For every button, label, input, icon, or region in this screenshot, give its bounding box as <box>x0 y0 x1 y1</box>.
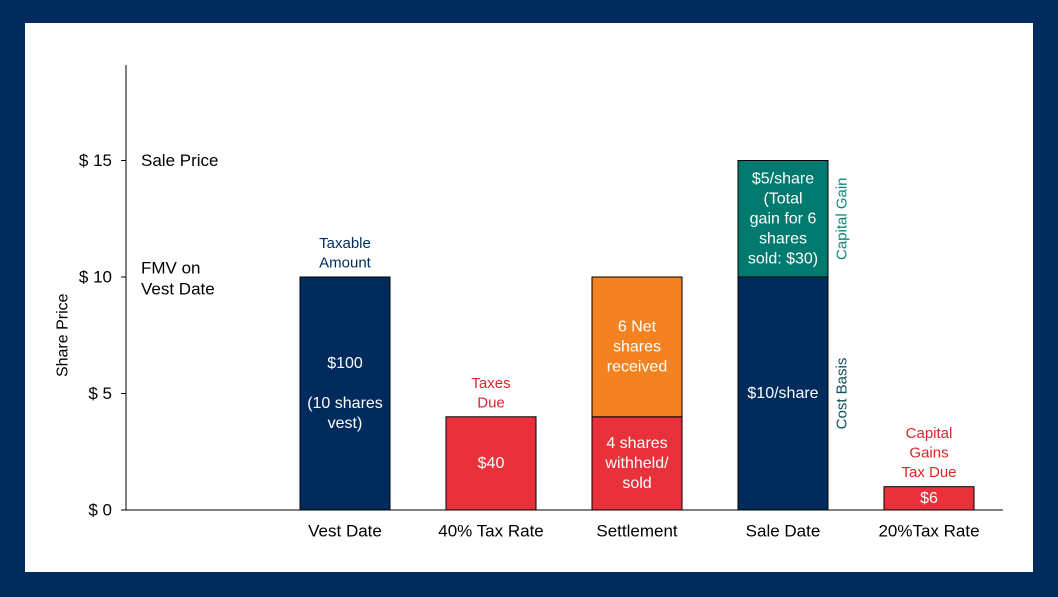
bar-segment-label: shares <box>613 338 661 355</box>
bar-above-label: Amount <box>319 255 372 272</box>
bar-segment-label: gain for 6 <box>750 210 817 227</box>
chart-panel: $ 0 $ 5 $ 10 $ 15 Share Price Sale Price FMV o… <box>25 23 1033 572</box>
y-tick-label: $ 0 <box>88 501 112 520</box>
x-category-label: Settlement <box>596 522 678 541</box>
bar-side-label: Cost Basis <box>834 358 851 430</box>
y-tick-label: $ 10 <box>79 268 112 287</box>
bar-segment-label: sold <box>622 475 651 492</box>
bar-segment <box>445 416 537 511</box>
bar-segment-label: $6 <box>920 490 938 507</box>
bar-segment-label: (10 shares <box>307 395 383 412</box>
reference-label: FMV on <box>141 259 201 278</box>
bar-segment <box>737 160 829 278</box>
x-category-label: 40% Tax Rate <box>438 522 544 541</box>
bar-segment <box>591 416 683 511</box>
x-category-label: Vest Date <box>308 522 382 541</box>
bar-above-label: Capital <box>906 425 953 442</box>
bar-segment-label: $40 <box>478 455 505 472</box>
bar-segment <box>299 276 391 511</box>
bar-segment <box>591 276 683 418</box>
y-tick-label: $ 15 <box>79 151 112 170</box>
y-axis-title: Share Price <box>55 293 72 377</box>
bar-segment-label: 4 shares <box>606 435 667 452</box>
bar-above-label: Taxes <box>471 375 510 392</box>
bar-above-label: Gains <box>909 445 948 462</box>
stock-vesting-chart: $ 0 $ 5 $ 10 $ 15 Share Price Sale Price FMV o… <box>55 65 1003 541</box>
bar-segment-label: vest) <box>328 415 363 432</box>
bar-side-label: Capital Gain <box>834 177 851 260</box>
bar-segment-label: $10/share <box>747 385 818 402</box>
y-tick-label: $ 5 <box>88 384 112 403</box>
reference-label: Vest Date <box>141 280 215 299</box>
bar-segment-label: $5/share <box>752 170 814 187</box>
bar-above-label: Tax Due <box>901 464 956 481</box>
bar-segment-label: (Total <box>763 190 802 207</box>
bar-segment-label: 6 Net <box>618 318 657 335</box>
bar-segment-label: $100 <box>327 355 363 372</box>
bar-segment-label: withheld/ <box>604 455 669 472</box>
x-category-label: Sale Date <box>746 522 821 541</box>
bar-segment-label: shares <box>759 230 807 247</box>
bar-segment-label: sold: $30) <box>748 250 818 267</box>
x-category-label: 20%Tax Rate <box>878 522 979 541</box>
bar-segment <box>883 486 975 511</box>
reference-label: Sale Price <box>141 151 218 170</box>
bar-segment-label: received <box>607 358 667 375</box>
bar-above-label: Taxable <box>319 235 371 252</box>
bar-above-label: Due <box>477 394 505 411</box>
